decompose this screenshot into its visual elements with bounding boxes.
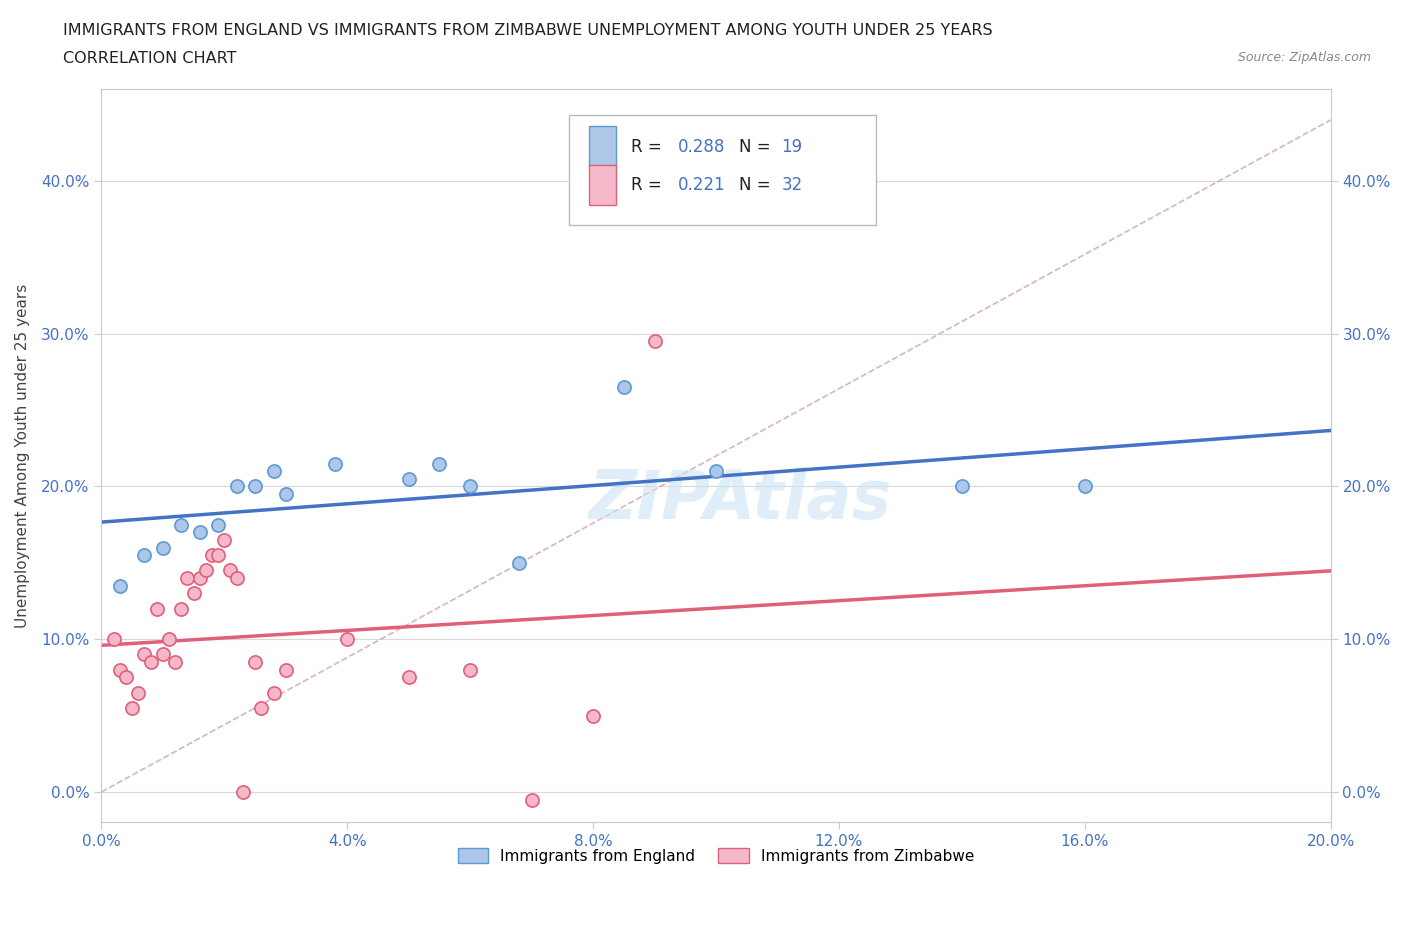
Point <box>176 571 198 586</box>
Point <box>170 601 193 616</box>
Text: Source: ZipAtlas.com: Source: ZipAtlas.com <box>1237 51 1371 64</box>
Point <box>207 548 229 563</box>
Text: R =: R = <box>631 176 668 193</box>
Point <box>225 571 247 586</box>
Point <box>950 479 973 494</box>
Point <box>274 486 297 501</box>
Point <box>219 563 242 578</box>
Point <box>152 647 174 662</box>
Point <box>458 479 481 494</box>
Text: N =: N = <box>740 138 776 155</box>
Text: CORRELATION CHART: CORRELATION CHART <box>63 51 236 66</box>
Point <box>582 708 605 723</box>
Text: 32: 32 <box>782 176 803 193</box>
Point <box>194 563 217 578</box>
Text: IMMIGRANTS FROM ENGLAND VS IMMIGRANTS FROM ZIMBABWE UNEMPLOYMENT AMONG YOUTH UND: IMMIGRANTS FROM ENGLAND VS IMMIGRANTS FR… <box>63 23 993 38</box>
Point <box>115 670 138 684</box>
Point <box>139 655 162 670</box>
Point <box>243 479 266 494</box>
Point <box>323 456 346 471</box>
Point <box>250 700 273 715</box>
Text: N =: N = <box>740 176 776 193</box>
Point <box>508 555 530 570</box>
Point <box>398 472 420 486</box>
Point <box>520 792 543 807</box>
Text: 19: 19 <box>782 138 803 155</box>
Point <box>207 517 229 532</box>
Point <box>108 578 131 593</box>
Point <box>429 456 451 471</box>
Text: 0.288: 0.288 <box>678 138 725 155</box>
Point <box>263 685 285 700</box>
Point <box>127 685 149 700</box>
Bar <box>589 165 616 205</box>
Point <box>121 700 143 715</box>
Point <box>152 540 174 555</box>
Point <box>134 548 156 563</box>
Point <box>134 647 156 662</box>
Point <box>613 379 636 394</box>
Point <box>263 464 285 479</box>
Point <box>108 662 131 677</box>
Point <box>201 548 224 563</box>
Point <box>336 631 359 646</box>
Legend: Immigrants from England, Immigrants from Zimbabwe: Immigrants from England, Immigrants from… <box>451 842 980 870</box>
Point <box>704 464 727 479</box>
FancyBboxPatch shape <box>568 115 876 225</box>
Text: 0.221: 0.221 <box>678 176 725 193</box>
Point <box>103 631 125 646</box>
Text: ZIPAtlas: ZIPAtlas <box>589 467 893 533</box>
Point <box>243 655 266 670</box>
Point <box>170 517 193 532</box>
Point <box>1074 479 1097 494</box>
Point <box>188 571 211 586</box>
Point <box>188 525 211 539</box>
Point <box>398 670 420 684</box>
Point <box>225 479 247 494</box>
Point <box>644 334 666 349</box>
Point <box>183 586 205 601</box>
Bar <box>589 126 616 166</box>
Point <box>274 662 297 677</box>
Point <box>157 631 180 646</box>
Y-axis label: Unemployment Among Youth under 25 years: Unemployment Among Youth under 25 years <box>15 284 30 628</box>
Point <box>165 655 187 670</box>
Point <box>145 601 167 616</box>
Text: R =: R = <box>631 138 668 155</box>
Point <box>458 662 481 677</box>
Point <box>214 533 236 548</box>
Point <box>232 784 254 799</box>
